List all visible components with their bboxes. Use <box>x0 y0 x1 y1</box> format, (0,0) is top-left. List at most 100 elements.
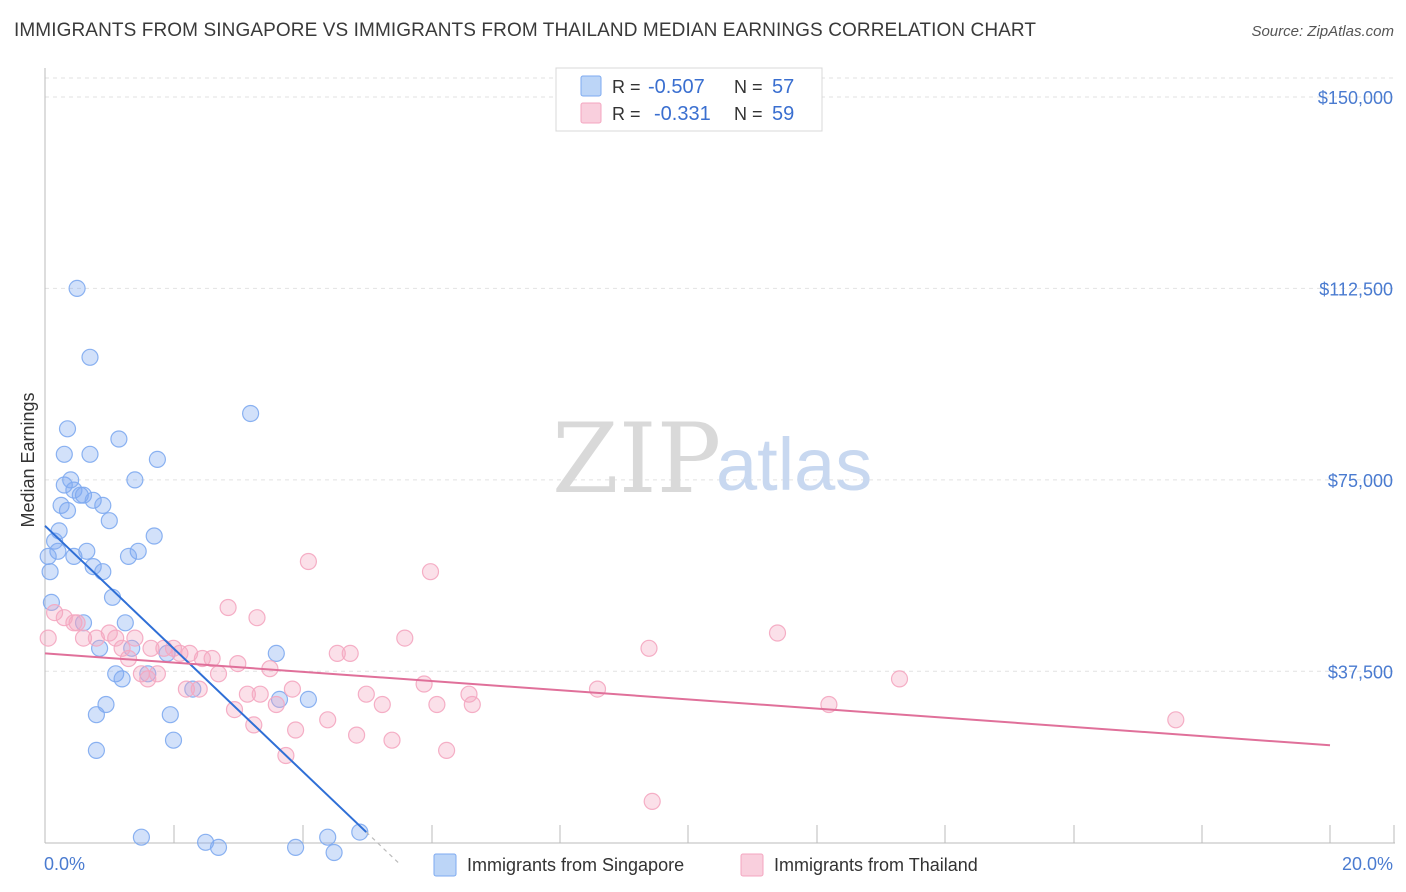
legend-n-value-2: 59 <box>772 103 794 125</box>
chart-title: IMMIGRANTS FROM SINGAPORE VS IMMIGRANTS … <box>14 20 1037 41</box>
data-point <box>438 741 456 760</box>
y-axis-label: Median Earnings <box>18 392 38 527</box>
data-point <box>42 593 61 612</box>
data-point <box>325 843 343 862</box>
data-point <box>55 609 73 627</box>
y-tick-labels: $37,500 $75,000 $112,500 $150,000 <box>1318 88 1393 682</box>
data-point <box>139 665 157 683</box>
data-point <box>68 614 86 632</box>
data-point <box>181 644 199 663</box>
data-point <box>45 603 64 622</box>
data-point <box>97 695 115 714</box>
data-point <box>126 471 144 489</box>
data-point <box>267 644 285 663</box>
data-point <box>415 675 433 693</box>
data-point <box>142 639 160 657</box>
data-point <box>643 792 661 811</box>
legend-n-label-1: N = <box>734 77 763 97</box>
y-tick-label-0: $37,500 <box>1328 662 1393 682</box>
data-point <box>87 741 106 760</box>
watermark-atlas: atlas <box>716 423 872 506</box>
series-singapore <box>39 279 369 862</box>
data-point <box>421 563 440 581</box>
watermark: ZIP atlas <box>552 403 872 515</box>
data-point <box>229 654 247 673</box>
y-tick-label-1: $75,000 <box>1328 471 1393 491</box>
data-point <box>161 706 179 724</box>
data-point <box>139 670 157 688</box>
data-point <box>190 680 208 698</box>
x-tick-label-0: 0.0% <box>44 854 85 874</box>
data-point <box>74 486 93 504</box>
data-point <box>81 445 99 463</box>
data-point <box>116 614 134 632</box>
data-point <box>588 680 607 698</box>
data-point <box>319 828 337 846</box>
data-point <box>58 501 77 520</box>
x-tick-label-1: 20.0% <box>1342 854 1393 874</box>
data-point <box>1167 711 1185 729</box>
data-point <box>100 512 118 530</box>
bottom-legend: Immigrants from Singapore Immigrants fro… <box>433 853 978 877</box>
watermark-zip: ZIP <box>552 403 721 515</box>
data-point <box>299 690 317 709</box>
data-point <box>351 823 369 841</box>
data-point <box>287 721 305 739</box>
data-point <box>251 685 269 703</box>
data-point <box>283 680 301 698</box>
data-point <box>49 542 67 560</box>
data-point <box>219 598 237 617</box>
legend-r-label-1: R = <box>612 77 641 97</box>
data-point <box>164 731 183 749</box>
data-point <box>209 665 228 683</box>
data-point <box>357 685 375 703</box>
series-thailand <box>39 552 1185 811</box>
data-point <box>248 609 266 627</box>
data-point <box>126 629 144 647</box>
data-point <box>197 833 215 851</box>
data-point <box>50 522 68 540</box>
data-point <box>890 670 909 688</box>
data-point <box>129 542 147 560</box>
data-point <box>428 695 446 714</box>
data-point <box>373 695 391 714</box>
legend-r-label-2: R = <box>612 104 641 124</box>
data-point <box>81 348 99 366</box>
data-point <box>193 649 211 668</box>
data-point <box>299 552 317 571</box>
data-point <box>148 665 166 683</box>
data-point <box>328 644 346 663</box>
data-point <box>113 670 131 688</box>
data-point <box>238 685 256 703</box>
data-point <box>94 496 112 514</box>
trend-line-0 <box>44 525 367 833</box>
data-point <box>184 680 202 698</box>
data-point <box>287 838 305 857</box>
bottom-legend-label-singapore: Immigrants from Singapore <box>467 855 684 875</box>
legend-r-value-1: -0.507 <box>648 76 705 98</box>
x-tick-labels: 0.0% 20.0% <box>44 854 1393 874</box>
series-layer <box>39 279 1185 862</box>
data-point <box>640 639 658 657</box>
data-point <box>460 685 478 703</box>
legend-swatch-singapore <box>580 75 602 97</box>
data-point <box>383 731 401 749</box>
data-point <box>39 629 57 647</box>
data-point <box>341 644 359 663</box>
data-point <box>113 639 131 657</box>
data-point <box>768 624 787 642</box>
data-point <box>396 629 414 647</box>
data-point <box>78 542 96 560</box>
data-point <box>119 547 138 566</box>
data-point <box>123 639 141 657</box>
data-point <box>348 726 366 744</box>
legend-r-value-2: -0.331 <box>654 103 711 125</box>
y-tick-label-3: $150,000 <box>1318 88 1393 108</box>
data-point <box>87 629 106 647</box>
grid-lines <box>45 77 1395 672</box>
trend-line-extension-0 <box>365 831 399 864</box>
data-point <box>65 547 83 566</box>
legend: R = -0.507 N = 57 R = -0.331 N = 59 <box>555 67 823 132</box>
data-point <box>84 557 102 576</box>
